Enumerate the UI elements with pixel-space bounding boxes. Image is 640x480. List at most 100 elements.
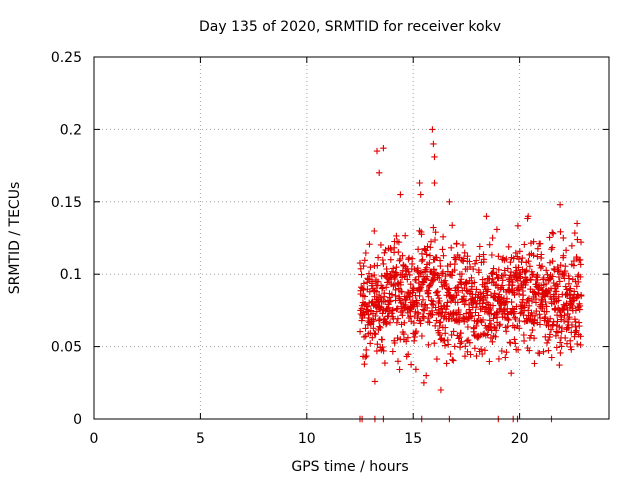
data-point xyxy=(436,331,444,339)
data-point xyxy=(509,278,516,286)
data-point xyxy=(516,325,523,332)
data-point xyxy=(461,353,469,360)
data-point xyxy=(512,340,519,347)
data-point xyxy=(360,333,368,341)
data-point xyxy=(380,260,387,268)
data-point xyxy=(514,222,522,229)
data-point xyxy=(434,288,441,295)
data-point xyxy=(557,228,564,235)
data-point xyxy=(484,286,492,293)
data-point xyxy=(366,288,373,295)
data-point xyxy=(362,353,369,361)
data-point xyxy=(517,310,524,317)
data-point xyxy=(574,340,581,348)
y-axis-label: SRMTID / TECUs xyxy=(7,182,23,295)
data-point xyxy=(577,341,584,349)
data-point xyxy=(431,179,438,187)
data-point xyxy=(504,323,511,330)
data-point xyxy=(543,308,550,315)
data-point xyxy=(576,322,583,330)
data-point xyxy=(489,338,496,345)
data-point xyxy=(527,332,535,339)
data-point xyxy=(439,246,446,253)
data-point xyxy=(486,241,493,248)
data-point xyxy=(545,336,552,344)
data-point xyxy=(545,347,552,354)
data-point xyxy=(558,343,565,350)
data-point xyxy=(426,282,433,289)
data-point xyxy=(377,294,384,301)
data-point xyxy=(461,249,468,256)
y-tick-label: 0.25 xyxy=(51,50,82,66)
data-point xyxy=(467,313,475,320)
data-point xyxy=(472,304,480,311)
data-point xyxy=(561,312,568,319)
data-point xyxy=(490,315,497,322)
data-point xyxy=(564,291,571,298)
data-point xyxy=(437,386,445,394)
data-point xyxy=(576,302,584,310)
data-point xyxy=(489,234,496,242)
data-point xyxy=(455,306,462,314)
data-point xyxy=(393,232,400,240)
data-point xyxy=(562,263,569,270)
data-point xyxy=(543,267,550,274)
data-point xyxy=(530,252,537,259)
data-point xyxy=(405,290,412,297)
data-point xyxy=(507,268,515,276)
data-point xyxy=(471,260,479,267)
data-point xyxy=(578,292,585,300)
data-point xyxy=(562,283,569,290)
data-point xyxy=(533,307,540,315)
data-point xyxy=(382,246,389,254)
data-point xyxy=(423,251,430,258)
data-point xyxy=(427,238,435,245)
data-point xyxy=(523,267,530,274)
data-point xyxy=(553,288,560,295)
data-point xyxy=(455,335,462,342)
data-point xyxy=(549,273,556,280)
y-tick-label: 0 xyxy=(73,412,82,428)
data-point xyxy=(530,335,538,342)
data-point xyxy=(431,153,438,161)
data-point xyxy=(374,254,382,261)
data-point xyxy=(414,302,421,310)
data-point xyxy=(395,248,402,256)
data-point xyxy=(542,298,549,306)
data-point xyxy=(543,339,551,347)
data-point xyxy=(495,253,502,260)
data-point xyxy=(378,336,386,343)
data-point xyxy=(477,289,484,296)
data-point xyxy=(379,256,386,264)
data-point xyxy=(477,346,485,353)
data-point xyxy=(386,319,394,326)
data-point xyxy=(423,372,430,379)
data-point xyxy=(449,222,456,229)
data-point xyxy=(361,293,368,300)
data-point xyxy=(406,271,413,279)
data-point xyxy=(563,340,571,347)
data-point xyxy=(443,360,450,367)
data-point xyxy=(484,331,491,338)
data-point xyxy=(468,274,475,281)
data-point xyxy=(451,260,458,268)
data-point xyxy=(489,269,497,276)
data-point xyxy=(403,294,410,301)
data-point xyxy=(550,279,557,287)
data-point xyxy=(556,201,564,208)
data-point xyxy=(368,280,376,287)
data-point xyxy=(436,257,444,264)
data-point xyxy=(435,306,442,313)
data-point xyxy=(471,279,478,286)
data-point xyxy=(442,280,450,288)
data-point xyxy=(555,273,563,281)
data-point xyxy=(571,288,578,295)
data-point xyxy=(373,147,381,155)
data-point xyxy=(394,358,402,365)
data-point xyxy=(416,179,423,187)
data-point xyxy=(571,333,578,340)
data-point xyxy=(442,324,449,331)
data-point xyxy=(405,351,412,358)
data-point xyxy=(577,239,585,246)
